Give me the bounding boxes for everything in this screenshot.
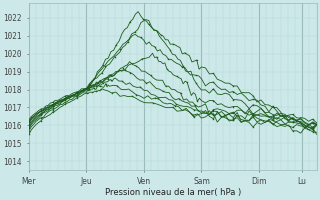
X-axis label: Pression niveau de la mer( hPa ): Pression niveau de la mer( hPa ) <box>105 188 241 197</box>
